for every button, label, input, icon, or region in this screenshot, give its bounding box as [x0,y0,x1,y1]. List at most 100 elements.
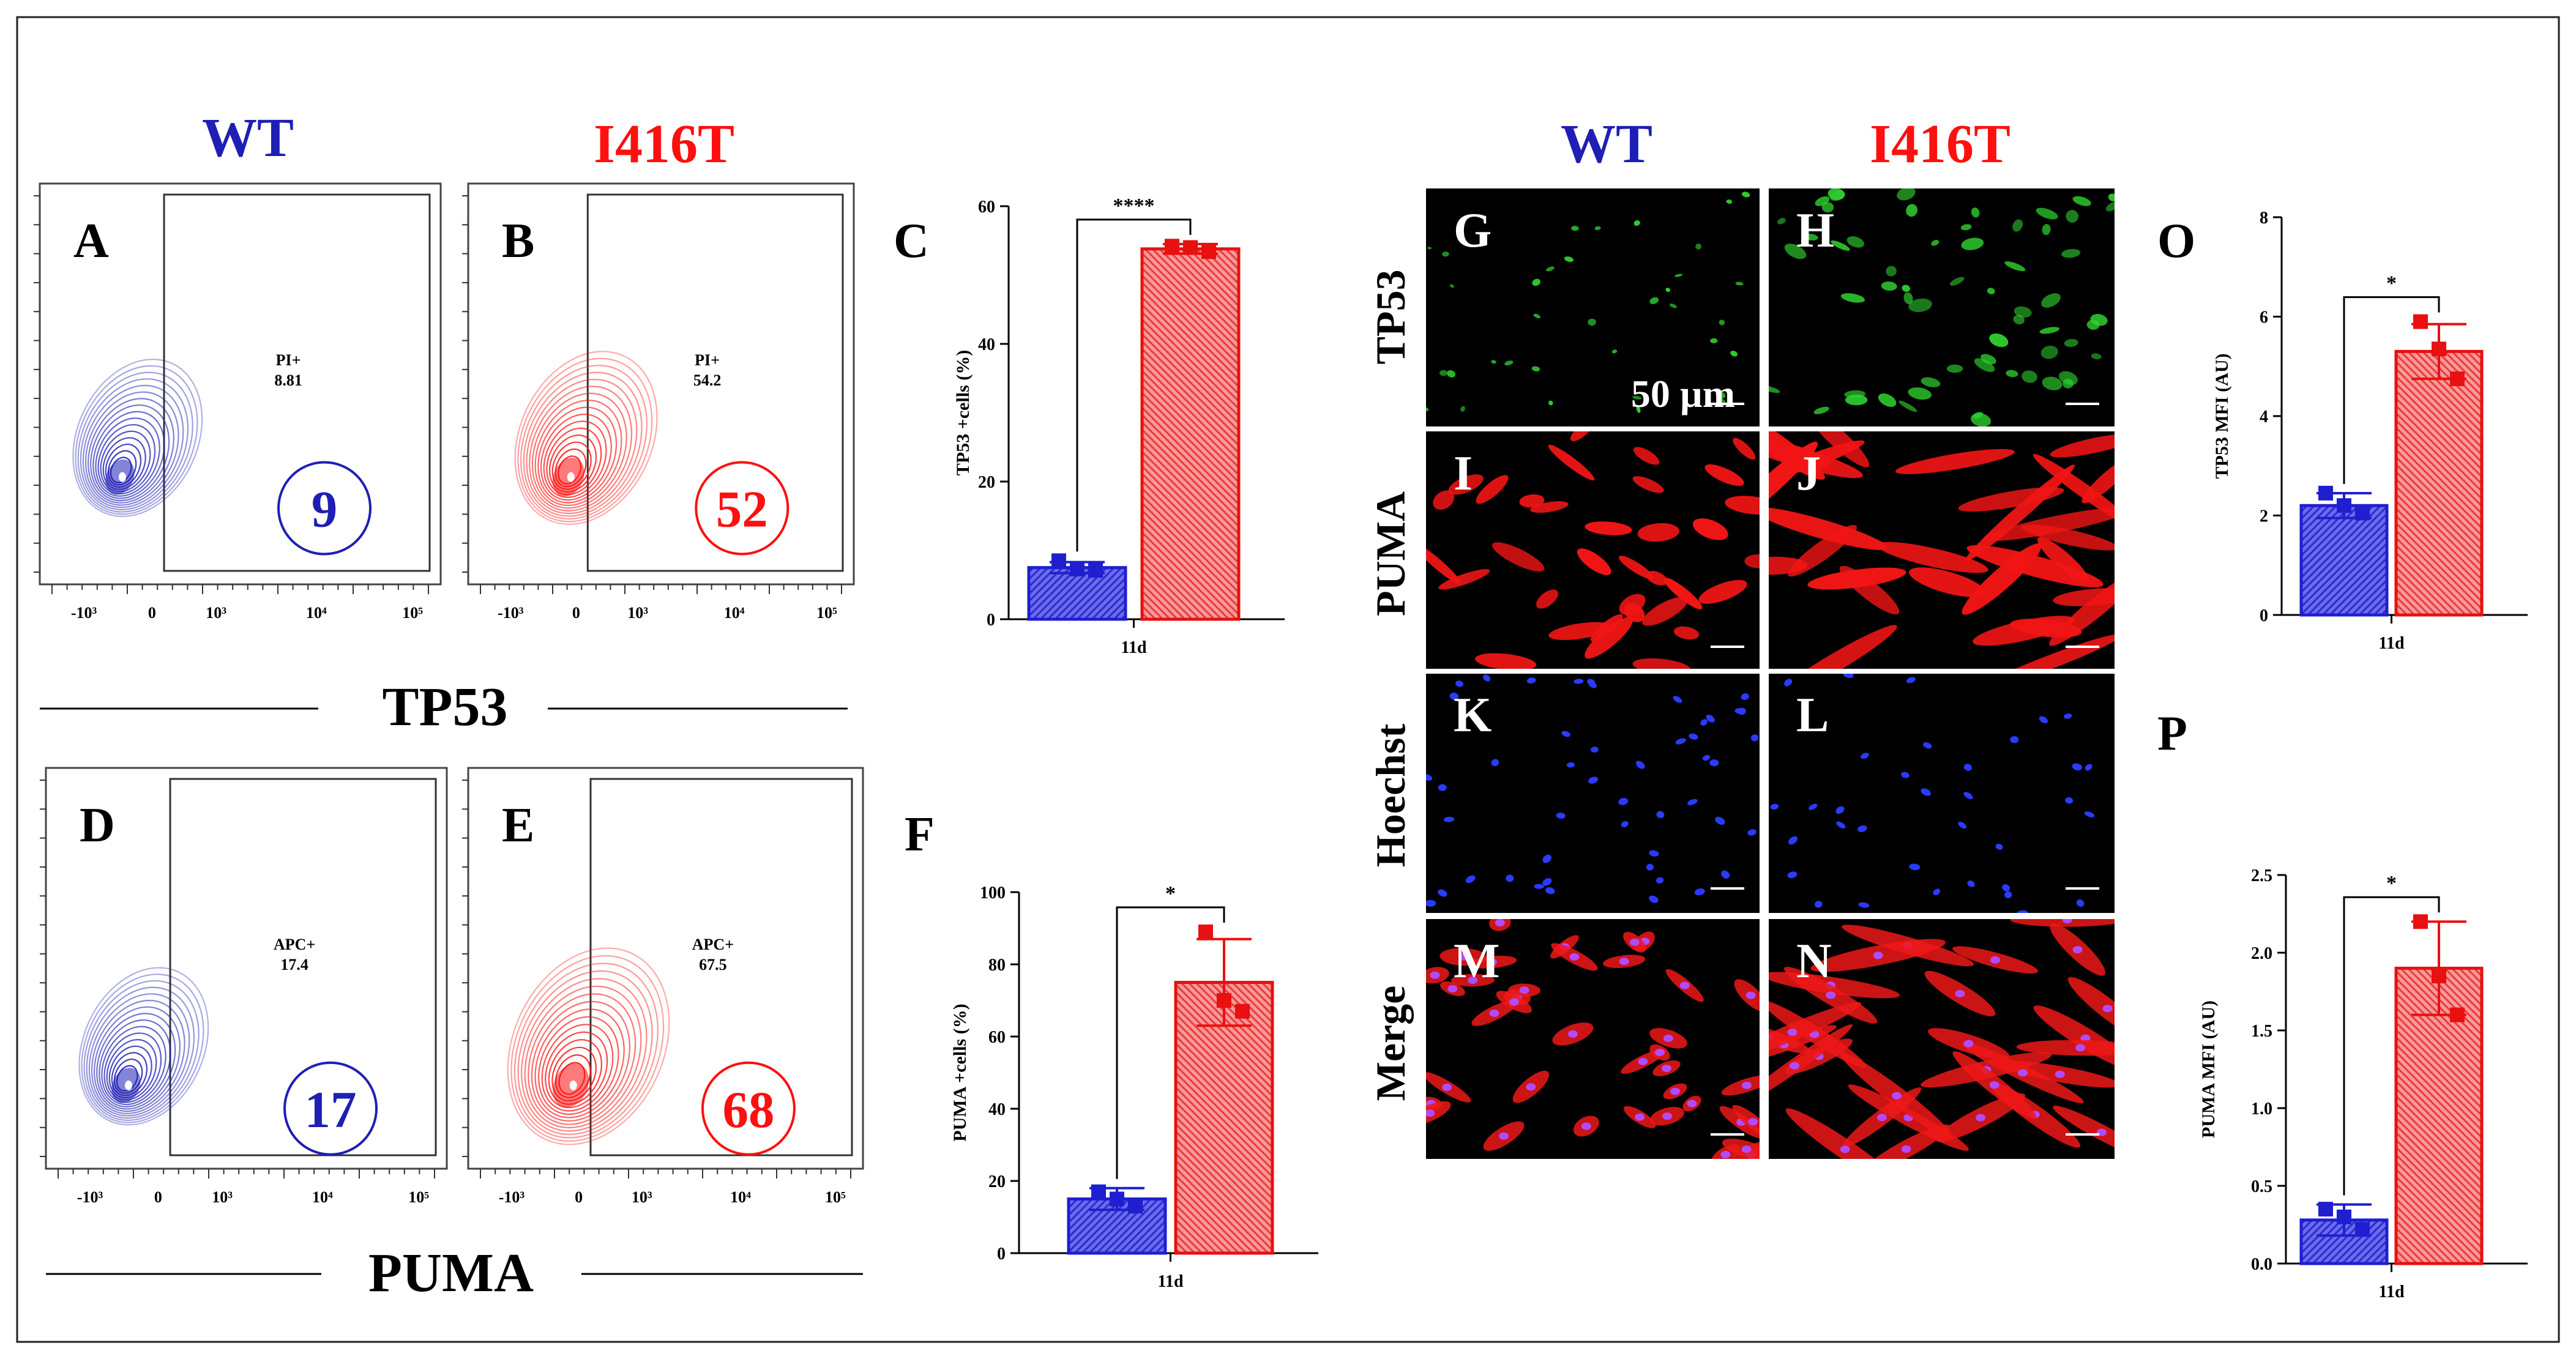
cell-layer [1426,674,1759,907]
merge-nucleus [1789,1062,1799,1070]
significance-label: **** [1113,195,1155,217]
contour-center [569,1080,577,1090]
tp53-signal [1636,406,1641,413]
micro-panel-i: I [1426,431,1760,671]
bar-i416t [2394,966,2484,1265]
hoechst-nucleus [1526,677,1536,683]
micro-row-label-hoechst: Hoechst [1367,724,1414,868]
y-tick-label: 0 [987,611,995,630]
y-axis-label: TP53 +cells (%) [953,350,973,475]
puma-cell [1570,431,1592,442]
gate-value: 54.2 [693,371,722,389]
tp53-signal [1669,303,1677,308]
tp53-signal [2064,338,2078,347]
y-tick-label: 2.5 [2251,866,2272,885]
tp53-signal [1831,240,1850,251]
y-axis-label: TP53 MFI (AU) [2212,354,2232,479]
x-tick-label: 11d [1121,638,1146,657]
merge-nucleus [1662,1064,1672,1072]
contour-ring [514,351,658,525]
tp53-signal [1632,395,1642,400]
data-point [1198,924,1213,939]
data-point [2413,314,2428,329]
contour-ring [88,398,174,504]
merge-nucleus [1569,953,1580,961]
contour-ring [537,406,618,504]
hoechst-nucleus [1561,731,1570,737]
tp53-signal [1906,204,1917,217]
micro-panel-j: J [1769,431,2115,671]
tp53-signal [1960,224,1972,231]
hoechst-nucleus [1649,850,1659,857]
hoechst-nucleus [1734,708,1745,714]
axis-tick-label: 10⁴ [312,1188,333,1206]
tp53-signal [1878,393,1897,407]
tp53-signal [1813,406,1829,414]
contour-ring [94,1006,181,1112]
puma-cell [1663,577,1703,609]
hoechst-nucleus [1963,792,1973,800]
tp53-signal [1950,277,1965,286]
merge-nucleus [1748,1118,1758,1126]
hoechst-nucleus [1646,863,1654,871]
y-tick-label: 40 [988,1100,1006,1119]
hoechst-nucleus [1843,673,1854,679]
hoechst-nucleus [2002,884,2010,892]
merge-nucleus [1526,1083,1536,1091]
hoechst-nucleus [1906,677,1916,683]
merge-nucleus [2017,1069,2028,1077]
flow-section-puma: PUMA [368,1243,534,1303]
merge-nucleus [1629,938,1640,946]
tp53-signal [2040,345,2058,359]
contour-center [567,472,575,482]
significance-bracket [2343,296,2440,484]
hoechst-nucleus [1449,692,1459,700]
gate-value: 67.5 [699,956,727,974]
hoechst-nucleus [1621,821,1629,828]
hoechst-nucleus [1656,811,1665,819]
contour-ring [86,986,195,1119]
contour-ring [520,365,648,520]
contour-ring [526,378,638,515]
axis-tick-label: -10³ [499,1188,525,1206]
hoechst-nucleus [1635,761,1645,769]
tp53-signal [1588,318,1596,326]
data-point [1201,244,1216,259]
hoechst-nucleus [1438,784,1447,791]
merge-nucleus [1458,953,1469,961]
hoechst-nucleus [1574,679,1584,684]
contour-ring [521,978,648,1132]
contour-ring [529,385,633,512]
header-flow-wt: WT [202,108,294,168]
cell-layer [1426,192,1750,413]
axis-tick-label: 10⁴ [724,604,745,622]
y-tick-label: 8 [2260,209,2268,228]
tp53-signal [2036,207,2058,220]
contour-center [125,1080,132,1090]
gate-box [163,193,431,572]
hoechst-nucleus [1750,734,1759,742]
contour-ring [543,420,607,498]
hoechst-nucleus [1687,799,1698,805]
hoechst-nucleus [1967,881,1975,887]
hoechst-nucleus [2004,891,2012,898]
tp53-signal [1649,297,1659,305]
contour-ring [517,970,653,1135]
panel-letter-c: C [894,214,929,268]
flow-panel-e: -10³ 0 10³ 10⁴ 10⁵ E APC+ 67.5 68 [462,767,864,1206]
tp53-signal [2042,376,2063,390]
contour-ring [101,1026,166,1106]
significance-bracket [1116,906,1225,1179]
merge-nucleus [1720,1150,1731,1158]
panel-letter-b: B [502,214,534,268]
gate-label: APC+ [692,936,734,953]
data-point [2413,914,2428,929]
hoechst-nucleus [2039,716,2048,723]
data-point [2355,505,2370,521]
hoechst-nucleus [1835,806,1845,814]
hoechst-nucleus [2017,910,2028,913]
puma-cell [1769,507,1888,550]
contour-ring [513,962,659,1139]
hoechst-nucleus [1455,680,1463,687]
